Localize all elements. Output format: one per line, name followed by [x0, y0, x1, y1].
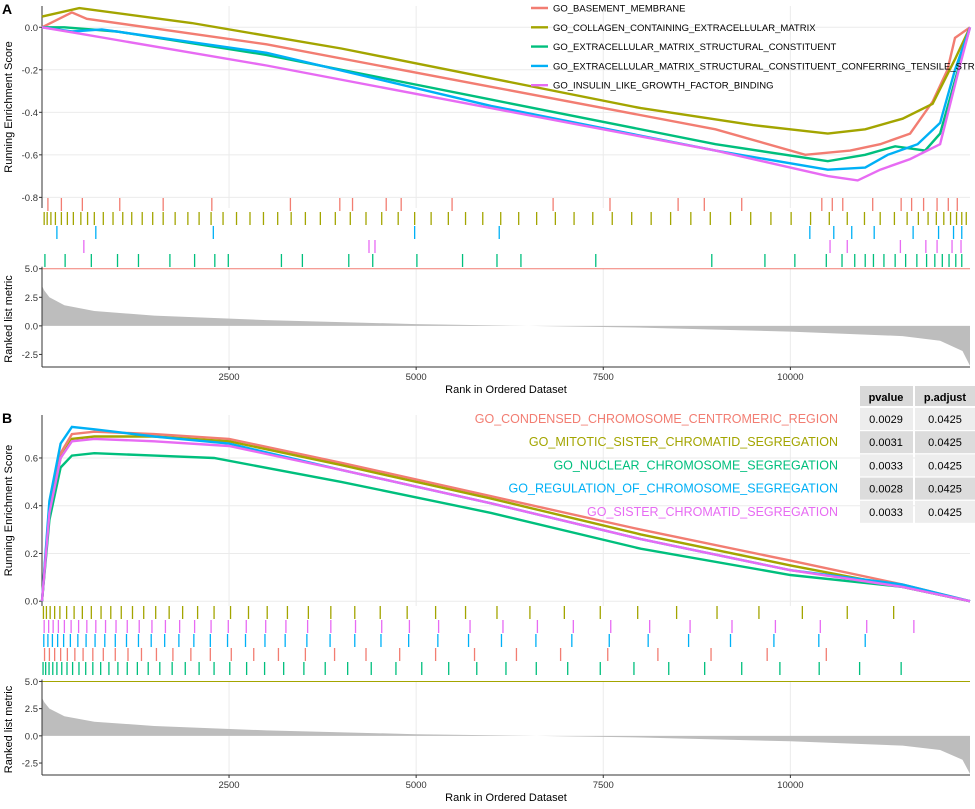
legend-label: GO_EXTRACELLULAR_MATRIX_STRUCTURAL_CONST… — [553, 42, 836, 53]
table-cell — [860, 408, 913, 430]
panel-a: 0.0 -0.2 -0.4 -0.6 -0.8 Running Enrichment Sc… — [3, 6, 972, 208]
table-cell — [915, 477, 975, 500]
table-pvalue: 0.0033 — [869, 507, 903, 519]
metric-area — [42, 697, 970, 774]
table-padjust: 0.0425 — [928, 437, 962, 449]
y-tick-label: 0.0 — [25, 321, 38, 332]
table-cell — [860, 500, 913, 523]
x-tick-label: 5000 — [406, 372, 427, 383]
es-line — [40, 430, 971, 603]
legend-label: GO_EXTRACELLULAR_MATRIX_STRUCTURAL_CONST… — [553, 61, 975, 72]
table-cell — [860, 431, 913, 454]
table-row-label: GO_NUCLEAR_CHROMOSOME_SEGREGATION — [553, 458, 838, 472]
pvalue-table: pvalue p.adjust 0.0029 0.0425 GO_CONDENSED_C… — [475, 386, 975, 523]
y-axis-label: Ranked list metric — [3, 275, 15, 363]
x-tick-label: 10000 — [777, 780, 803, 791]
table-row-label: GO_MITOTIC_SISTER_CHROMATID_SEGREGATION — [529, 435, 838, 449]
table-row-label: GO_REGULATION_OF_CHROMOSOME_SEGREGATION — [509, 482, 838, 496]
table-padjust: 0.0425 — [928, 460, 962, 472]
y-tick-label: -0.8 — [22, 193, 38, 204]
y-tick-label: -2.5 — [22, 350, 38, 361]
table-row-label: GO_CONDENSED_CHROMOSOME_CENTROMERIC_REGI… — [475, 412, 838, 426]
panel-b-letter: B — [2, 410, 12, 426]
y-tick-label: 5.0 — [25, 264, 38, 275]
table-cell — [860, 454, 913, 477]
metric-panel-b: 5.0 2.5 0.0 -2.5 2500 5000 7500 10000 Rank in Or… — [3, 677, 970, 804]
table-cell — [915, 408, 975, 430]
legend-panel-a: GO_BASEMENT_MEMBRANE GO_COLLAGEN_CONTAINI… — [531, 4, 975, 92]
y-axis-label: Running Enrichment Score — [3, 445, 15, 576]
es-line — [40, 437, 971, 603]
hit-bands-b — [42, 606, 915, 675]
table-padjust: 0.0425 — [928, 484, 962, 496]
table-pvalue: 0.0033 — [869, 460, 903, 472]
table-pvalue: 0.0029 — [869, 414, 903, 426]
legend-label: GO_COLLAGEN_CONTAINING_EXTRACELLULAR_MAT… — [553, 23, 816, 34]
y-tick-label: -0.4 — [22, 108, 38, 119]
es-line — [41, 6, 972, 135]
y-tick-label: 2.5 — [25, 293, 38, 304]
panel-a-letter: A — [2, 1, 12, 17]
table-header-pvalue: pvalue — [869, 392, 904, 404]
es-line — [41, 26, 972, 171]
legend-label: GO_INSULIN_LIKE_GROWTH_FACTOR_BINDING — [553, 81, 774, 92]
table-padjust: 0.0425 — [928, 507, 962, 519]
table-pvalue: 0.0028 — [869, 484, 903, 496]
table-cell — [860, 477, 913, 500]
table-cell — [915, 431, 975, 454]
y-tick-label: -0.2 — [22, 65, 38, 76]
y-tick-label: 0.2 — [25, 549, 38, 560]
x-axis-label: Rank in Ordered Dataset — [445, 384, 567, 396]
y-axis-label: Ranked list metric — [3, 685, 15, 773]
y-tick-label: 0.0 — [25, 597, 38, 608]
table-header-padjust: p.adjust — [924, 392, 967, 404]
table-padjust: 0.0425 — [928, 414, 962, 426]
hit-bands-a — [43, 198, 967, 267]
x-tick-label: 7500 — [593, 780, 614, 791]
metric-area — [42, 285, 970, 366]
y-axis-label: Running Enrichment Score — [3, 41, 15, 172]
legend-label: GO_BASEMENT_MEMBRANE — [553, 4, 686, 15]
plot-root: 0.0 -0.2 -0.4 -0.6 -0.8 Running Enrichment Sc… — [3, 4, 975, 804]
y-tick-label: 0.6 — [25, 453, 38, 464]
y-tick-label: 0.0 — [25, 23, 38, 34]
x-tick-label: 2500 — [218, 780, 239, 791]
table-row-label: GO_SISTER_CHROMATID_SEGREGATION — [587, 505, 838, 519]
y-tick-label: 0.4 — [25, 501, 38, 512]
y-tick-label: 2.5 — [25, 704, 38, 715]
es-line — [40, 451, 971, 603]
x-tick-label: 10000 — [777, 372, 803, 383]
x-tick-label: 7500 — [593, 372, 614, 383]
x-axis-label: Rank in Ordered Dataset — [445, 792, 567, 804]
table-header-cell — [915, 386, 975, 406]
table-header-cell — [860, 386, 913, 406]
y-tick-label: 0.0 — [25, 731, 38, 742]
es-line — [41, 11, 971, 157]
x-tick-label: 5000 — [406, 780, 427, 791]
y-tick-label: 5.0 — [25, 677, 38, 688]
panel-b: 0.0 0.2 0.4 0.6 Running Enrichment Score — [3, 415, 971, 608]
metric-panel-a: 5.0 2.5 0.0 -2.5 2500 5000 7500 10000 Rank in Or… — [3, 264, 970, 396]
table-pvalue: 0.0031 — [869, 437, 903, 449]
x-tick-label: 2500 — [218, 372, 239, 383]
es-line — [41, 26, 972, 182]
y-tick-label: -2.5 — [22, 759, 38, 770]
y-tick-label: -0.6 — [22, 150, 38, 161]
table-cell — [915, 454, 975, 477]
table-cell — [915, 500, 975, 523]
